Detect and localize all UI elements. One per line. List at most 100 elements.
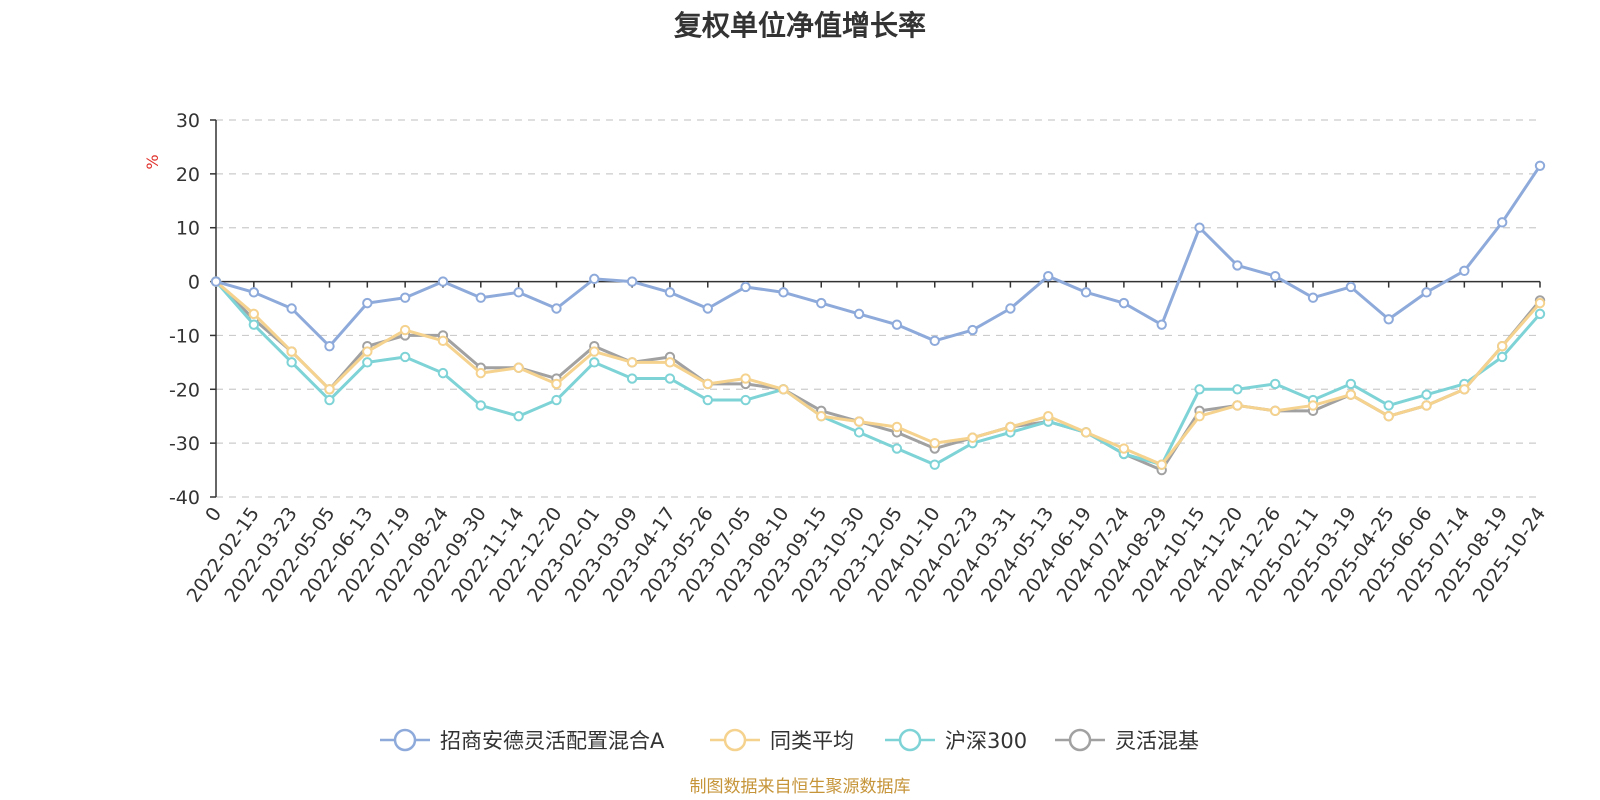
data-point bbox=[248, 308, 260, 320]
data-point bbox=[210, 276, 222, 287]
data-point bbox=[1080, 427, 1092, 438]
legend-item[interactable]: 招商安德灵活配置混合A bbox=[380, 728, 665, 753]
data-point bbox=[664, 357, 676, 368]
data-point bbox=[1270, 270, 1281, 282]
data-point bbox=[967, 324, 978, 336]
data-point bbox=[1534, 160, 1546, 171]
data-point bbox=[248, 287, 260, 298]
source-note: 制图数据来自恒生聚源数据库 bbox=[690, 777, 911, 797]
data-point bbox=[513, 362, 524, 373]
data-point bbox=[475, 292, 486, 303]
data-point bbox=[551, 394, 562, 406]
data-point bbox=[551, 303, 562, 314]
data-point bbox=[702, 394, 713, 406]
data-point bbox=[589, 357, 600, 368]
data-point bbox=[399, 324, 411, 336]
data-point bbox=[1345, 281, 1357, 293]
legend-label: 同类平均 bbox=[770, 729, 854, 753]
y-tick-label: 30 bbox=[176, 110, 200, 132]
legend-label: 招商安德灵活配置混合A bbox=[440, 729, 665, 753]
data-point bbox=[1270, 378, 1281, 390]
legend-label: 沪深300 bbox=[945, 729, 1027, 753]
legend-swatch-marker bbox=[1068, 728, 1092, 752]
data-point bbox=[1232, 384, 1243, 395]
data-point bbox=[362, 297, 373, 309]
data-point bbox=[929, 459, 940, 470]
y-tick-label: 0 bbox=[188, 272, 200, 294]
data-point bbox=[1383, 411, 1394, 422]
legend-item[interactable]: 同类平均 bbox=[710, 728, 854, 753]
data-point bbox=[1383, 400, 1394, 411]
data-point bbox=[248, 319, 260, 330]
data-point bbox=[324, 394, 335, 406]
y-tick-label: 20 bbox=[176, 164, 200, 186]
data-point bbox=[513, 287, 524, 298]
data-point bbox=[1080, 287, 1092, 298]
data-point bbox=[1496, 217, 1508, 228]
data-point bbox=[740, 281, 751, 293]
data-point bbox=[362, 357, 373, 368]
legend[interactable]: 招商安德灵活配置混合A 同类平均 沪深300 灵活混基 bbox=[380, 728, 1199, 753]
data-point bbox=[551, 378, 562, 390]
data-point bbox=[1194, 222, 1205, 233]
y-tick-label: -30 bbox=[169, 433, 200, 455]
data-point bbox=[1005, 303, 1016, 314]
x-axis-ticks: 02022-02-152022-03-232022-05-052022-06-1… bbox=[183, 281, 1550, 606]
data-point bbox=[1496, 351, 1508, 363]
data-point bbox=[740, 373, 751, 384]
data-point bbox=[324, 384, 335, 395]
data-point bbox=[1496, 341, 1508, 352]
data-point bbox=[664, 287, 676, 298]
data-point bbox=[437, 367, 449, 379]
data-point bbox=[702, 378, 713, 390]
data-point bbox=[1534, 297, 1546, 309]
y-axis-unit-label: % bbox=[143, 154, 162, 169]
legend-label: 灵活混基 bbox=[1115, 729, 1199, 753]
y-tick-label: -40 bbox=[169, 487, 200, 509]
data-point bbox=[1421, 400, 1432, 411]
data-point bbox=[286, 346, 297, 357]
data-point bbox=[853, 416, 865, 427]
data-point bbox=[362, 346, 373, 357]
data-point bbox=[967, 432, 978, 443]
data-point bbox=[778, 287, 789, 298]
data-point bbox=[475, 367, 486, 379]
data-point bbox=[1459, 384, 1470, 395]
data-point bbox=[1307, 292, 1319, 303]
data-point bbox=[1194, 411, 1205, 422]
data-point bbox=[702, 303, 713, 314]
data-point bbox=[816, 411, 827, 422]
series-line bbox=[215, 164, 1542, 348]
data-point bbox=[1345, 378, 1357, 390]
data-point bbox=[1232, 260, 1243, 271]
x-tick-label: 0 bbox=[201, 503, 226, 526]
data-point bbox=[475, 400, 486, 411]
data-point bbox=[324, 341, 335, 352]
data-point bbox=[1421, 389, 1432, 400]
data-point bbox=[816, 297, 827, 309]
series-line bbox=[215, 280, 1542, 467]
data-point bbox=[1194, 384, 1205, 395]
axes bbox=[215, 120, 1540, 497]
data-point bbox=[626, 373, 638, 384]
data-point bbox=[891, 443, 903, 454]
data-point bbox=[1232, 400, 1243, 411]
series-line bbox=[214, 280, 1542, 472]
data-point bbox=[1307, 400, 1319, 411]
legend-swatch-marker bbox=[723, 728, 747, 752]
y-axis-ticks: 30 20 10 0 -10 -20 -30 -40 bbox=[169, 110, 216, 509]
data-point bbox=[778, 384, 789, 395]
data-point bbox=[437, 335, 449, 347]
data-point bbox=[589, 273, 600, 285]
y-tick-label: 10 bbox=[176, 218, 200, 240]
data-point bbox=[286, 303, 297, 314]
data-point bbox=[1270, 405, 1281, 417]
y-tick-label: -10 bbox=[169, 325, 200, 347]
data-point bbox=[1156, 459, 1167, 470]
data-point bbox=[740, 394, 751, 406]
legend-swatch-marker bbox=[898, 728, 922, 752]
legend-item[interactable]: 灵活混基 bbox=[1055, 728, 1199, 753]
chart-title: 复权单位净值增长率 bbox=[673, 9, 926, 42]
legend-item[interactable]: 沪深300 bbox=[885, 728, 1027, 753]
